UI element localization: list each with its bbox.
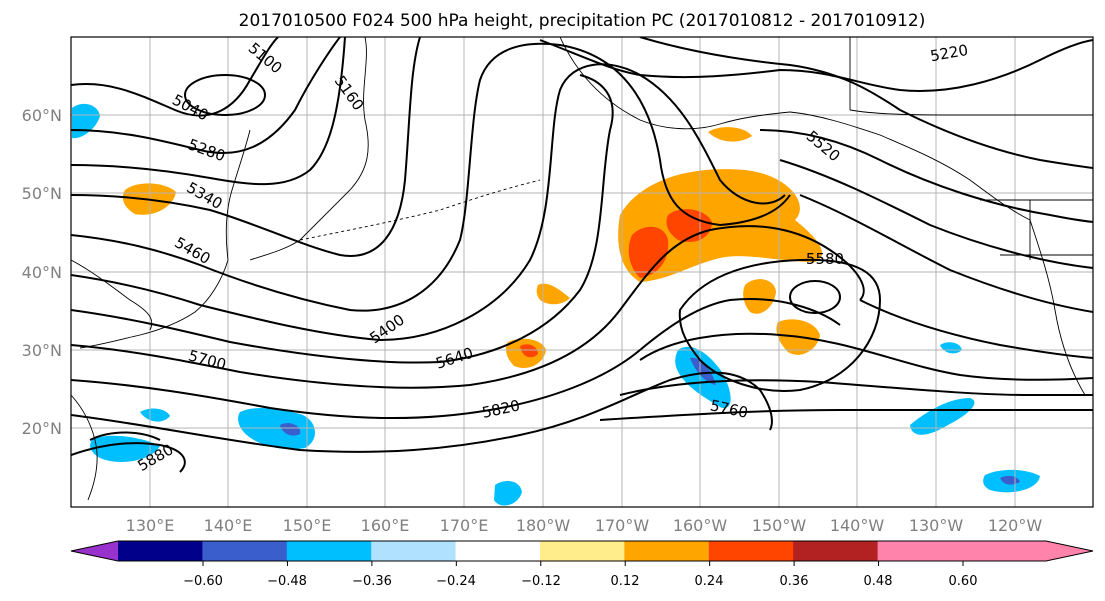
lon-label: 150°E <box>283 516 332 535</box>
colorbar-segment <box>540 541 625 561</box>
precip-gulf-alaska <box>708 127 752 142</box>
precip-small-1 <box>536 283 570 305</box>
dry-small-2 <box>494 480 522 506</box>
colorbar-segment <box>455 541 541 561</box>
lon-label: 120°W <box>988 516 1043 535</box>
lon-label: 170°E <box>440 516 489 535</box>
precip-central-core <box>520 344 538 358</box>
colorbar-segment <box>877 541 1093 561</box>
colorbar-segment <box>286 541 372 561</box>
colorbar-label: −0.60 <box>183 574 223 589</box>
colorbar-label: −0.36 <box>352 574 392 589</box>
lon-label: 130°W <box>909 516 964 535</box>
dry-west-pacific <box>238 407 316 450</box>
lon-label: 130°E <box>126 516 175 535</box>
colorbar-label: 0.60 <box>949 574 978 589</box>
map-panel: 5040 5100 5160 5220 5280 5340 5400 5460 … <box>70 36 1094 508</box>
colorbar-segment <box>202 541 288 561</box>
dry-shading <box>72 103 1040 506</box>
colorbar-label: −0.12 <box>521 574 561 589</box>
colorbar-label: −0.48 <box>267 574 307 589</box>
lat-label: 60°N <box>22 106 62 125</box>
lon-label: 140°W <box>830 516 885 535</box>
lon-label: 140°E <box>204 516 253 535</box>
colorbar-segment <box>624 541 710 561</box>
height-contours <box>71 37 1093 473</box>
lon-label: 160°W <box>673 516 728 535</box>
lat-label: 20°N <box>22 419 62 438</box>
precip-subtropical-1 <box>743 279 776 314</box>
lon-label: 160°E <box>361 516 410 535</box>
colorbar-ticks <box>202 561 964 566</box>
lon-label: 170°W <box>595 516 650 535</box>
dry-west-pacific-core <box>280 423 301 436</box>
contour-labels: 5040 5100 5160 5220 5280 5340 5400 5460 … <box>134 39 969 475</box>
colorbar-segment <box>708 541 794 561</box>
lat-label: 40°N <box>22 263 62 282</box>
colorbar-label: 0.24 <box>695 574 724 589</box>
colorbar-segments <box>71 541 1093 561</box>
dry-small-1 <box>140 408 170 422</box>
colorbar-segment <box>371 541 457 561</box>
precip-core-west <box>628 226 669 278</box>
colorbar-label: 0.48 <box>864 574 893 589</box>
colorbar-label: 0.36 <box>780 574 809 589</box>
latitude-labels: 60°N 50°N 40°N 30°N 20°N <box>22 106 62 438</box>
colorbar-label: 0.12 <box>611 574 640 589</box>
contour-label: 5580 <box>806 250 844 268</box>
coastlines <box>71 37 1093 501</box>
lat-label: 50°N <box>22 184 62 203</box>
colorbar-label: −0.24 <box>436 574 476 589</box>
lat-label: 30°N <box>22 341 62 360</box>
lon-label: 180°W <box>516 516 571 535</box>
dry-small-3 <box>940 342 962 354</box>
colorbar-segment <box>118 541 203 561</box>
map-frame <box>70 36 1094 508</box>
colorbar: −0.60 −0.48 −0.36 −0.24 −0.12 0.12 0.24 … <box>70 540 1094 589</box>
colorbar-labels: −0.60 −0.48 −0.36 −0.24 −0.12 0.12 0.24 … <box>183 574 977 589</box>
lon-label: 150°W <box>752 516 807 535</box>
colorbar-segment <box>793 541 879 561</box>
dry-east-pacific <box>910 398 975 435</box>
map-title: 2017010500 F024 500 hPa height, precipit… <box>239 11 926 31</box>
dry-hawaii-core <box>690 357 716 385</box>
colorbar-outline <box>70 540 1094 562</box>
longitude-labels: 130°E 140°E 150°E 160°E 170°E 180°W 170°… <box>126 516 1043 535</box>
